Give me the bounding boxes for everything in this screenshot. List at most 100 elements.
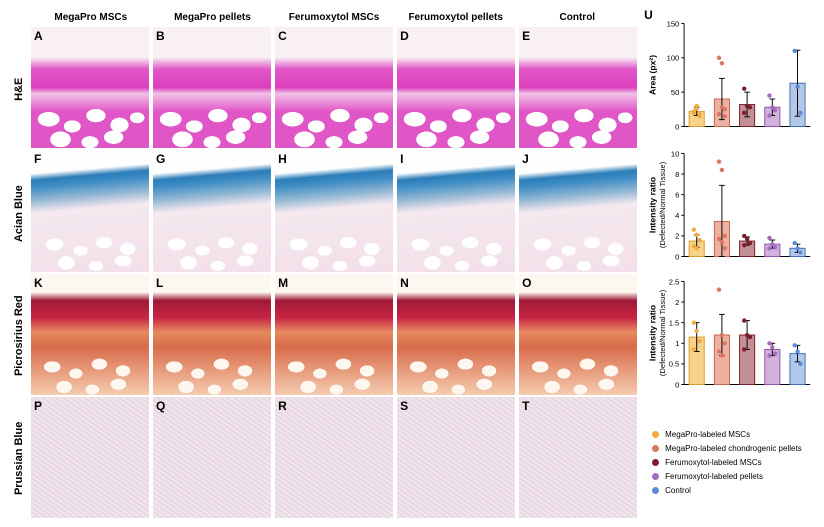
svg-text:1: 1 [675, 339, 679, 348]
legend-marker [652, 473, 659, 480]
panel-image [153, 27, 271, 148]
chart-letter-U: U [644, 8, 653, 22]
col-header-0: MegaPro MSCs [30, 8, 152, 26]
svg-text:6: 6 [675, 191, 679, 200]
panel-image [275, 150, 393, 271]
panel-image [153, 274, 271, 395]
legend-item: Ferumoxytol-labeled MSCs [652, 458, 816, 467]
col-header-4: Control [517, 8, 639, 26]
chart-bot-block: 00.511.522.5Intensity ratio(Defected/Nor… [644, 268, 816, 396]
row-label-alcian: Acian Blue [8, 153, 30, 275]
panel-image [397, 27, 515, 148]
panel-letter: S [400, 399, 408, 413]
svg-text:10: 10 [671, 149, 679, 158]
histology-panel: C [275, 27, 393, 148]
panel-letter: D [400, 29, 409, 43]
histology-panel: G [153, 150, 271, 271]
panel-letter: R [278, 399, 287, 413]
panel-image [31, 397, 149, 518]
legend-label: Ferumoxytol-labeled MSCs [665, 458, 761, 467]
legend-label: Control [665, 486, 691, 495]
panel-letter: N [400, 276, 409, 290]
svg-text:Intensity ratio: Intensity ratio [648, 177, 658, 233]
histology-panel: T [519, 397, 637, 518]
panel-image [519, 397, 637, 518]
chart-bot: 00.511.522.5Intensity ratio(Defected/Nor… [644, 268, 816, 396]
svg-text:8: 8 [675, 170, 679, 179]
histology-panel: S [397, 397, 515, 518]
histology-panel: P [31, 397, 149, 518]
col-header-1: MegaPro pellets [152, 8, 274, 26]
histology-panel: Q [153, 397, 271, 518]
panel-image [397, 274, 515, 395]
panel-letter: I [400, 152, 403, 166]
svg-text:(Defected/Normal Tissue): (Defected/Normal Tissue) [658, 289, 667, 376]
panel-image [397, 397, 515, 518]
panel-letter: E [522, 29, 530, 43]
panel-image [275, 274, 393, 395]
panel-letter: C [278, 29, 287, 43]
legend-label: MegaPro-labeled MSCs [665, 430, 750, 439]
panel-image [519, 150, 637, 271]
row-label-picrosirius: Picrosirius Red [8, 275, 30, 397]
histology-panel: E [519, 27, 637, 148]
svg-text:0: 0 [675, 380, 679, 389]
col-header-3: Ferumoxytol pellets [395, 8, 517, 26]
svg-text:1.5: 1.5 [669, 319, 680, 328]
panel-letter: O [522, 276, 531, 290]
panel-image [153, 150, 271, 271]
panel-row: KLMNO [30, 273, 638, 396]
histology-panel: F [31, 150, 149, 271]
panel-letter: L [156, 276, 163, 290]
panel-image [31, 27, 149, 148]
histology-panel: M [275, 274, 393, 395]
panel-letter: Q [156, 399, 165, 413]
legend-item: Control [652, 486, 816, 495]
histology-panel: N [397, 274, 515, 395]
svg-text:100: 100 [667, 54, 680, 63]
row-label-prussian: Prussian Blue [8, 397, 30, 519]
panel-letter: M [278, 276, 288, 290]
chart-U-block: U 0 50 100 150 Area (px²) [644, 8, 816, 140]
panel-image [275, 397, 393, 518]
panel-letter: B [156, 29, 165, 43]
chart-mid-block: 0246810Intensity ratio(Defected/Normal T… [644, 140, 816, 268]
svg-text:50: 50 [671, 88, 679, 97]
histology-panel: L [153, 274, 271, 395]
panel-image [31, 150, 149, 271]
panel-letter: J [522, 152, 529, 166]
legend-marker [652, 487, 659, 494]
panel-image [397, 150, 515, 271]
svg-text:(Defected/Normal Tissue): (Defected/Normal Tissue) [658, 161, 667, 248]
legend-label: MegaPro-labeled chondrogenic pellets [665, 444, 802, 453]
histology-panel: J [519, 150, 637, 271]
panel-row: F G HI J [30, 149, 638, 272]
svg-text:0.5: 0.5 [669, 360, 680, 369]
grid-rows-container: ABCDEFGHIJKLMNOPQRST [30, 26, 638, 519]
svg-text:2: 2 [675, 298, 679, 307]
histology-panel: H [275, 150, 393, 271]
svg-text:Intensity ratio: Intensity ratio [648, 305, 658, 361]
panel-image [519, 274, 637, 395]
panel-image [153, 397, 271, 518]
panel-letter: G [156, 152, 165, 166]
legend-item: Ferumoxytol-labeled pellets [652, 472, 816, 481]
panel-letter: F [34, 152, 41, 166]
legend: MegaPro-labeled MSCs MegaPro-labeled chon… [644, 396, 816, 519]
histology-panel: A [31, 27, 149, 148]
panel-image [31, 274, 149, 395]
histology-grid-side: H&E Acian Blue Picrosirius Red Prussian … [8, 8, 638, 519]
panel-letter: P [34, 399, 42, 413]
legend-label: Ferumoxytol-labeled pellets [665, 472, 763, 481]
svg-text:0: 0 [675, 122, 679, 131]
legend-item: MegaPro-labeled chondrogenic pellets [652, 444, 816, 453]
histology-panel: O [519, 274, 637, 395]
panel-letter: T [522, 399, 529, 413]
panel-image [275, 27, 393, 148]
histology-panel: I [397, 150, 515, 271]
svg-text:Area (px²): Area (px²) [648, 55, 658, 95]
figure-container: H&E Acian Blue Picrosirius Red Prussian … [0, 0, 824, 527]
charts-column: U 050100150Area (px²) 0246810Intensity r… [638, 8, 816, 519]
svg-text:150: 150 [667, 19, 680, 28]
panel-image [519, 27, 637, 148]
